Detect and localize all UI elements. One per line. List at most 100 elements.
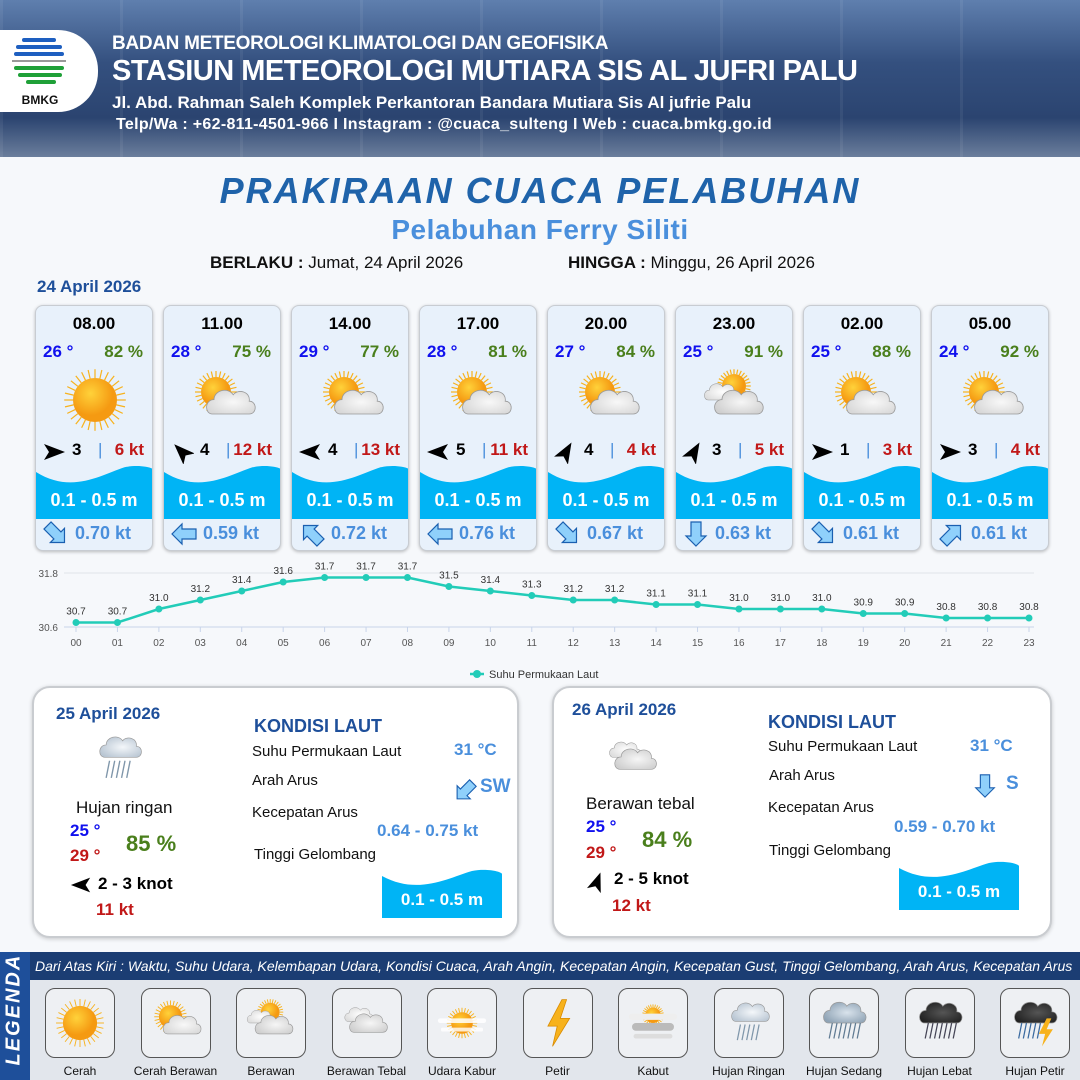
- valid-to: HINGGA : Minggu, 26 April 2026: [568, 253, 815, 273]
- data-label: 30.8: [978, 602, 998, 613]
- current-speed-label: Kecepatan Arus: [768, 799, 874, 816]
- hujan-sedang-icon: [823, 1001, 867, 1039]
- x-tick-label: 19: [858, 638, 870, 649]
- current-speed-label: Kecepatan Arus: [252, 804, 358, 821]
- valid-from-label: BERLAKU :: [210, 253, 304, 272]
- legend-label: Udara Kabur: [427, 1064, 497, 1078]
- time: 08.00: [72, 314, 116, 333]
- x-tick-label: 23: [1023, 638, 1035, 649]
- forecast-card-14.00: 14.00 29 ° 77 % 4 | 13 kt 0.1 - 0.5 m 0.…: [291, 305, 409, 551]
- temperature: 27 °: [555, 342, 586, 361]
- legend-label: Cerah Berawan: [133, 1064, 218, 1078]
- forecast-card-23.00: 23.00 25 ° 91 % 3 | 5 kt 0.1 - 0.5 m 0.6…: [675, 305, 793, 551]
- data-point: [776, 605, 784, 613]
- temperature: 29 °: [299, 342, 330, 361]
- wave-height: 0.1 - 0.5 m: [50, 490, 138, 510]
- x-tick-label: 15: [692, 638, 704, 649]
- time: 14.00: [328, 314, 372, 333]
- cerah-berawan-icon: [451, 371, 512, 415]
- data-label: 31.7: [356, 562, 376, 573]
- legend-label: Hujan Lebat: [907, 1064, 972, 1078]
- svg-text:BMKG: BMKG: [22, 93, 59, 107]
- data-label: 31.7: [398, 562, 418, 573]
- time: 20.00: [584, 314, 628, 333]
- time: 05.00: [968, 314, 1012, 333]
- data-label: 30.8: [1019, 602, 1039, 613]
- cerah-icon: [56, 999, 104, 1047]
- gust-speed: 4 kt: [626, 440, 656, 459]
- sst-value: 31 °C: [454, 740, 497, 759]
- data-label: 30.7: [66, 607, 86, 618]
- wave-height: 0.1 - 0.5 m: [562, 490, 650, 510]
- data-point: [321, 574, 329, 581]
- data-label: 30.7: [108, 607, 128, 618]
- data-point: [984, 614, 992, 622]
- udara-kabur-icon: [437, 1007, 487, 1039]
- current-speed-value: 0.59 - 0.70 kt: [894, 817, 996, 836]
- valid-to-label: HINGGA :: [568, 253, 646, 272]
- temperature: 25 °: [811, 342, 842, 361]
- gust-speed: 3 kt: [882, 440, 912, 459]
- y-tick-label: 30.6: [39, 623, 59, 634]
- gust-speed: 11 kt: [490, 440, 528, 459]
- current-direction-icon: [456, 779, 477, 800]
- panel-date: 25 April 2026: [56, 704, 161, 723]
- wind-direction-icon: [682, 442, 700, 465]
- wind-speed-range: 2 - 5 knot: [614, 869, 689, 888]
- day-panel-25-april: 25 April 2026 Hujan ringan 25 ° 29 ° 85 …: [32, 686, 519, 938]
- valid-to-date: Minggu, 26 April 2026: [650, 253, 815, 272]
- separator: |: [738, 440, 743, 459]
- sea-condition-title: KONDISI LAUT: [254, 716, 382, 736]
- wind-speed: 1: [840, 440, 850, 459]
- current-direction-icon: [555, 521, 578, 544]
- separator: |: [226, 440, 231, 459]
- wind-direction-icon: [812, 444, 833, 460]
- current-direction-icon: [939, 524, 962, 547]
- humidity: 85 %: [126, 831, 177, 856]
- current-speed: 0.67 kt: [587, 523, 644, 543]
- panel-date: 26 April 2026: [572, 700, 677, 719]
- series-line: [76, 576, 1029, 624]
- wave-height-label: Tinggi Gelombang: [254, 846, 377, 863]
- weather-condition: Berawan tebal: [586, 794, 695, 813]
- legend-label[interactable]: Suhu Permukaan Laut: [489, 669, 598, 681]
- legend-item-berawan: [236, 988, 306, 1058]
- berawan-icon: [704, 369, 764, 415]
- hujan-lebat-icon: [918, 1001, 962, 1039]
- data-point: [652, 601, 660, 608]
- wave-shape: [804, 466, 920, 519]
- sea-condition-title: KONDISI LAUT: [768, 712, 896, 732]
- wind-speed: 3: [712, 440, 722, 459]
- max-temperature: 29 °: [70, 846, 101, 865]
- data-label: 31.0: [812, 593, 832, 604]
- legend-item-cerah: [45, 988, 115, 1058]
- bmkg-logo: BMKG: [0, 30, 98, 112]
- data-label: 31.5: [439, 571, 459, 582]
- x-tick-label: 21: [941, 638, 953, 649]
- station-contact: Telp/Wa : +62-811-4501-966 I Instagram :…: [116, 116, 772, 133]
- wind-direction-icon: [586, 872, 601, 894]
- current-speed: 0.61 kt: [971, 523, 1028, 543]
- gust-speed: 13 kt: [361, 440, 400, 459]
- wind-direction-icon: [427, 444, 448, 460]
- x-tick-label: 07: [360, 638, 372, 649]
- data-label: 31.1: [646, 589, 666, 600]
- legend-item-kabut: [618, 988, 688, 1058]
- legend-label: Berawan Tebal: [326, 1064, 407, 1078]
- legend-side-label: LEGENDA: [0, 952, 30, 1080]
- header-banner: BMKG BADAN METEOROLOGI KLIMATOLOGI DAN G…: [0, 0, 1080, 157]
- data-label: 31.0: [729, 593, 749, 604]
- gust-speed: 4 kt: [1010, 440, 1040, 459]
- legend-item-hujan-sedang: [809, 988, 879, 1058]
- current-direction-icon: [684, 521, 708, 547]
- data-label: 30.9: [895, 598, 915, 609]
- legend-label: Petir: [545, 1064, 570, 1078]
- data-label: 31.0: [149, 593, 169, 604]
- legend-description: Dari Atas Kiri : Waktu, Suhu Udara, Kele…: [35, 958, 1073, 974]
- legend-label: Kabut: [637, 1064, 669, 1078]
- legend-description-bar: [30, 952, 1080, 980]
- x-tick-label: 08: [402, 638, 414, 649]
- data-label: 31.7: [315, 562, 335, 573]
- x-tick-label: 11: [527, 638, 538, 649]
- port-name: Pelabuhan Ferry Siliti: [391, 214, 689, 245]
